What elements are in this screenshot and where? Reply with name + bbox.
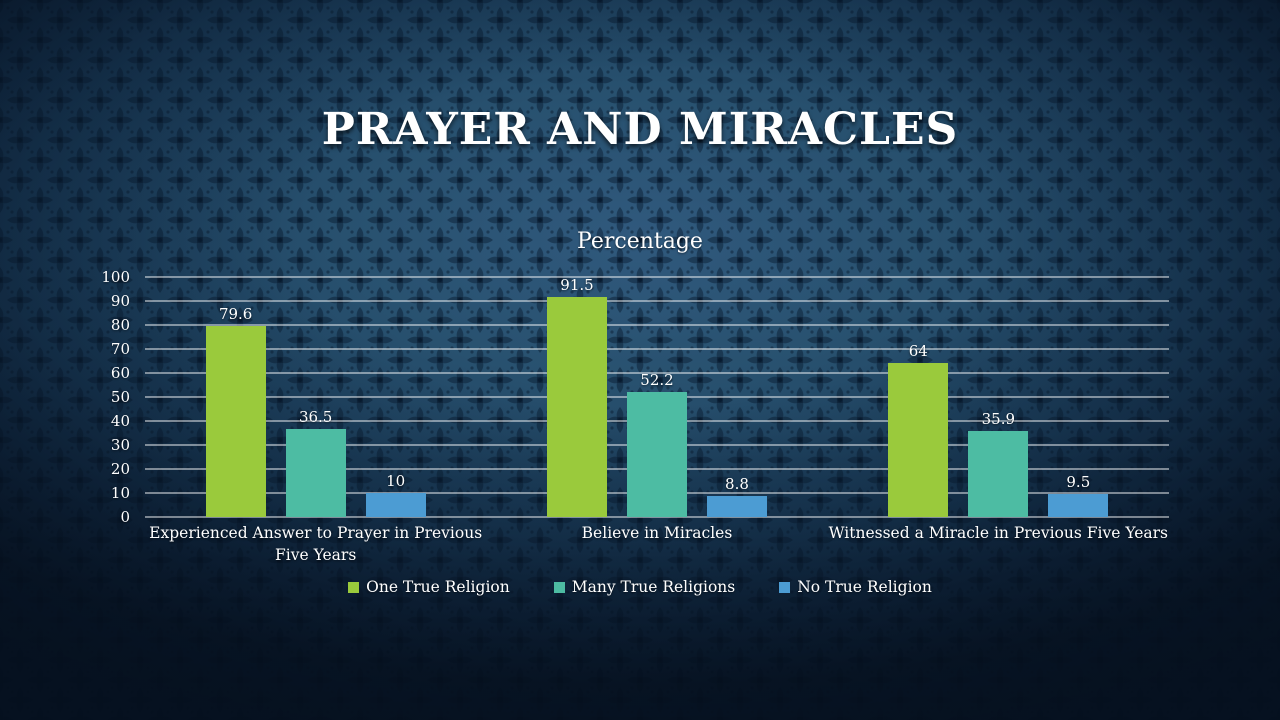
y-axis-tick-label: 20 bbox=[110, 460, 130, 478]
bar-no-true-religion: 9.5 bbox=[1048, 473, 1109, 517]
y-axis: 0 10 20 30 40 50 60 70 80 90 100 bbox=[0, 268, 130, 526]
gridline bbox=[145, 348, 1169, 350]
gridline bbox=[145, 372, 1169, 374]
y-axis-tick-label: 100 bbox=[101, 268, 130, 286]
plot-area: 79.6 36.5 10 91.5 52.2 8.8 64 35.9 9.5 bbox=[145, 276, 1169, 518]
y-axis-tick-label: 30 bbox=[110, 436, 130, 454]
legend-swatch bbox=[779, 581, 791, 593]
legend-item: No True Religion bbox=[779, 578, 932, 596]
legend-swatch bbox=[553, 581, 565, 593]
gridline bbox=[145, 276, 1169, 278]
bar-value-label: 64 bbox=[908, 342, 928, 361]
bar-many-true-religions: 52.2 bbox=[626, 371, 687, 517]
legend-item: Many True Religions bbox=[553, 578, 736, 596]
gridline bbox=[145, 300, 1169, 302]
chart-title: Percentage bbox=[577, 229, 703, 254]
bar-many-true-religions: 35.9 bbox=[968, 410, 1029, 517]
bar-many-true-religions: 36.5 bbox=[285, 408, 346, 517]
legend-item: One True Religion bbox=[348, 578, 510, 596]
category-label: Experienced Answer to Prayer in Previous… bbox=[149, 524, 483, 564]
legend-label: Many True Religions bbox=[571, 578, 736, 596]
bar-value-label: 35.9 bbox=[981, 409, 1016, 428]
gridline bbox=[145, 516, 1169, 518]
bar-group: 79.6 36.5 10 bbox=[145, 277, 486, 517]
bar-value-label: 52.2 bbox=[640, 370, 674, 389]
bar-no-true-religion: 10 bbox=[365, 472, 426, 517]
category-label: Witnessed a Miracle in Previous Five Yea… bbox=[828, 524, 1168, 542]
gridline bbox=[145, 324, 1169, 326]
y-axis-tick-label: 90 bbox=[110, 292, 130, 310]
bar-value-label: 9.5 bbox=[1066, 473, 1091, 492]
y-axis-tick-label: 10 bbox=[110, 484, 130, 502]
bar-value-label: 10 bbox=[386, 472, 406, 490]
legend-swatch bbox=[348, 581, 360, 593]
category-label: Believe in Miracles bbox=[581, 524, 733, 542]
bar-one-true-religion: 79.6 bbox=[205, 305, 266, 517]
bar-one-true-religion: 91.5 bbox=[546, 276, 607, 517]
bar-value-label: 8.8 bbox=[725, 474, 749, 493]
slide-title: PRAYER AND MIRACLES bbox=[321, 104, 959, 155]
y-axis-tick-label: 70 bbox=[110, 340, 130, 358]
bar-group: 91.5 52.2 8.8 bbox=[486, 276, 827, 517]
x-axis-labels: Experienced Answer to Prayer in Previous… bbox=[145, 523, 1169, 566]
bar-value-label: 91.5 bbox=[560, 276, 594, 295]
y-axis-tick-label: 40 bbox=[110, 412, 130, 430]
legend-label: One True Religion bbox=[366, 578, 510, 596]
bar-no-true-religion: 8.8 bbox=[706, 475, 767, 517]
y-axis-tick-label: 0 bbox=[120, 508, 130, 526]
legend: One True Religion Many True Religions No T… bbox=[0, 578, 1280, 596]
legend-label: No True Religion bbox=[797, 578, 932, 596]
bar-one-true-religion: 64 bbox=[888, 342, 949, 517]
bar-group: 64 35.9 9.5 bbox=[828, 277, 1169, 517]
bar-value-label: 36.5 bbox=[298, 408, 333, 427]
bar-groups: 79.6 36.5 10 91.5 52.2 8.8 64 35.9 9.5 bbox=[145, 276, 1169, 517]
y-axis-tick-label: 50 bbox=[110, 388, 130, 406]
y-axis-tick-label: 80 bbox=[110, 316, 130, 334]
bar-value-label: 79.6 bbox=[218, 304, 253, 323]
y-axis-tick-label: 60 bbox=[110, 364, 130, 382]
